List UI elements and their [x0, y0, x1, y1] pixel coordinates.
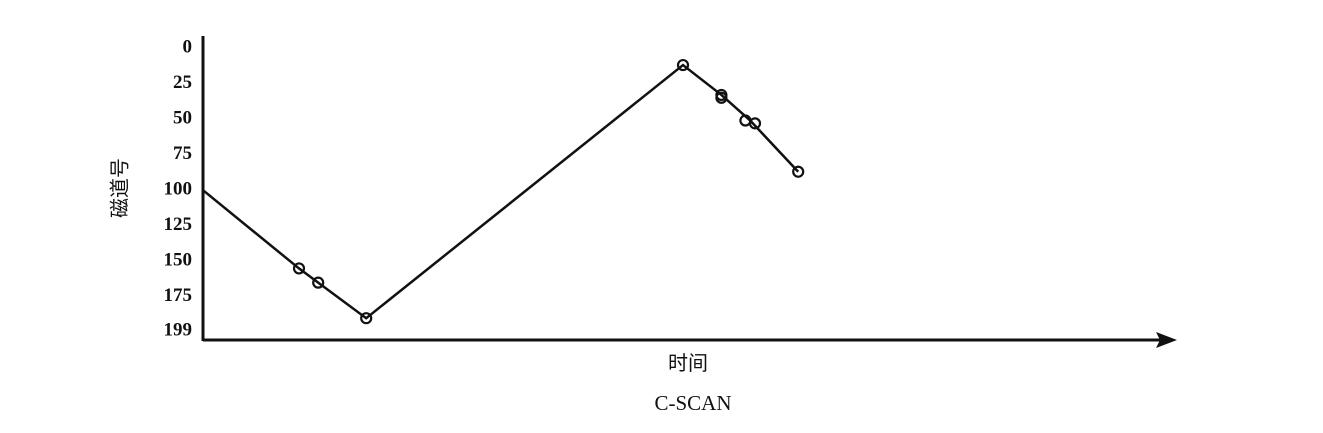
chart-title: C-SCAN — [654, 391, 731, 415]
y-tick-label: 175 — [164, 285, 193, 306]
series-lines — [202, 63, 800, 320]
series-markers — [292, 58, 805, 325]
y-tick-label: 150 — [164, 250, 193, 271]
y-tick-label: 75 — [173, 143, 192, 164]
data-point — [360, 312, 373, 325]
x-axis-title: 时间 — [668, 352, 708, 375]
y-tick-label: 100 — [164, 179, 193, 200]
data-point — [792, 165, 805, 178]
data-point — [748, 117, 762, 130]
data-point — [292, 262, 306, 275]
y-axis-title: 磁道号 — [109, 158, 132, 218]
data-point — [312, 276, 325, 289]
y-tick-label: 0 — [183, 36, 193, 57]
y-tick-label: 50 — [173, 107, 192, 128]
y-axis-tick-labels: 0 25 50 75 100 125 150 175 199 — [164, 36, 193, 340]
data-point — [676, 58, 690, 72]
y-tick-label: 199 — [164, 319, 193, 340]
y-tick-label: 25 — [173, 72, 192, 93]
series-line — [202, 63, 800, 320]
y-tick-label: 125 — [164, 214, 193, 235]
data-point — [715, 91, 728, 104]
x-axis-arrow — [1156, 332, 1177, 348]
